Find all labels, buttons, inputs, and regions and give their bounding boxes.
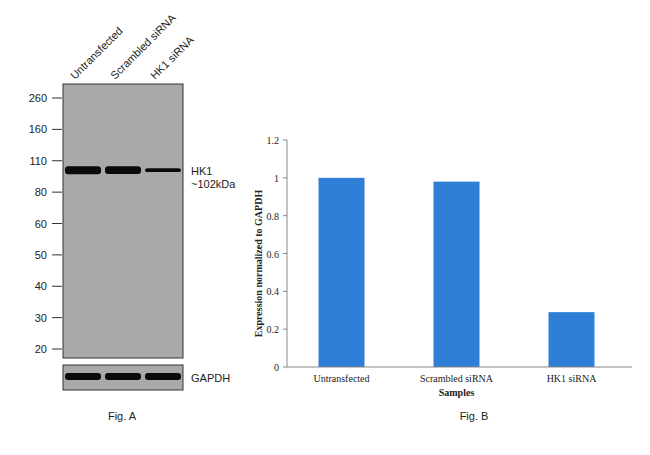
marker-tick <box>52 98 62 99</box>
marker-label: 80 <box>35 186 47 198</box>
band <box>65 166 101 174</box>
x-tick-label: HK1 siRNA <box>547 373 598 384</box>
loading-membrane <box>63 365 183 390</box>
y-tick <box>283 140 287 141</box>
target-size: ~102kDa <box>191 178 236 190</box>
band <box>145 168 181 172</box>
marker-tick <box>52 160 62 161</box>
y-tick <box>283 329 287 330</box>
marker-label: 20 <box>35 343 47 355</box>
y-tick <box>283 253 287 254</box>
y-tick-label: 0.4 <box>267 286 280 297</box>
marker-tick <box>52 254 62 255</box>
marker-label: 40 <box>35 280 47 292</box>
x-tick-label: Scrambled siRNA <box>420 373 494 384</box>
bars <box>319 178 595 367</box>
figure: 260 160 110 80 60 50 40 30 20 Untransfected Scramb… <box>0 0 650 455</box>
x-axis <box>287 367 632 368</box>
y-tick <box>283 177 287 178</box>
y-tick-label: 0.8 <box>267 211 280 222</box>
marker-tick <box>52 349 62 350</box>
y-tick <box>283 291 287 292</box>
y-tick-label: 1 <box>274 173 279 184</box>
bar <box>319 178 365 367</box>
x-tick-label: Untransfected <box>313 373 369 384</box>
lane-label: Scrambled siRNA <box>108 11 178 81</box>
loading-band <box>145 373 181 380</box>
y-tick <box>283 367 287 368</box>
y-axis <box>287 140 288 367</box>
marker-tick <box>52 286 62 287</box>
blot-membrane <box>63 84 183 358</box>
marker-label: 50 <box>35 249 47 261</box>
marker-tick <box>52 129 62 130</box>
marker-label: 60 <box>35 218 47 230</box>
marker-label: 110 <box>29 155 47 167</box>
caption: Fig. B <box>460 410 489 422</box>
marker-label: 30 <box>35 312 47 324</box>
caption: Fig. A <box>108 410 137 422</box>
marker-label: 160 <box>29 123 47 135</box>
band <box>105 166 141 174</box>
y-tick-label: 0.2 <box>267 324 280 335</box>
loading-band <box>65 373 101 380</box>
marker-label: 260 <box>29 92 47 104</box>
y-tick <box>283 215 287 216</box>
marker-tick <box>52 223 62 224</box>
x-axis-title: Samples <box>439 387 475 398</box>
bar <box>434 182 480 367</box>
y-tick-label: 0 <box>274 362 279 373</box>
y-tick-label: 1.2 <box>267 135 280 146</box>
bar <box>549 312 595 367</box>
lane-label: HK1 siRNA <box>148 33 196 81</box>
loading-label: GAPDH <box>191 372 230 384</box>
y-axis-title: Expression normalized to GAPDH <box>253 190 264 338</box>
loading-band <box>105 373 141 380</box>
marker-tick <box>52 317 62 318</box>
marker-tick <box>52 192 62 193</box>
target-label: HK1 <box>191 165 212 177</box>
y-tick-label: 0.6 <box>267 249 280 260</box>
